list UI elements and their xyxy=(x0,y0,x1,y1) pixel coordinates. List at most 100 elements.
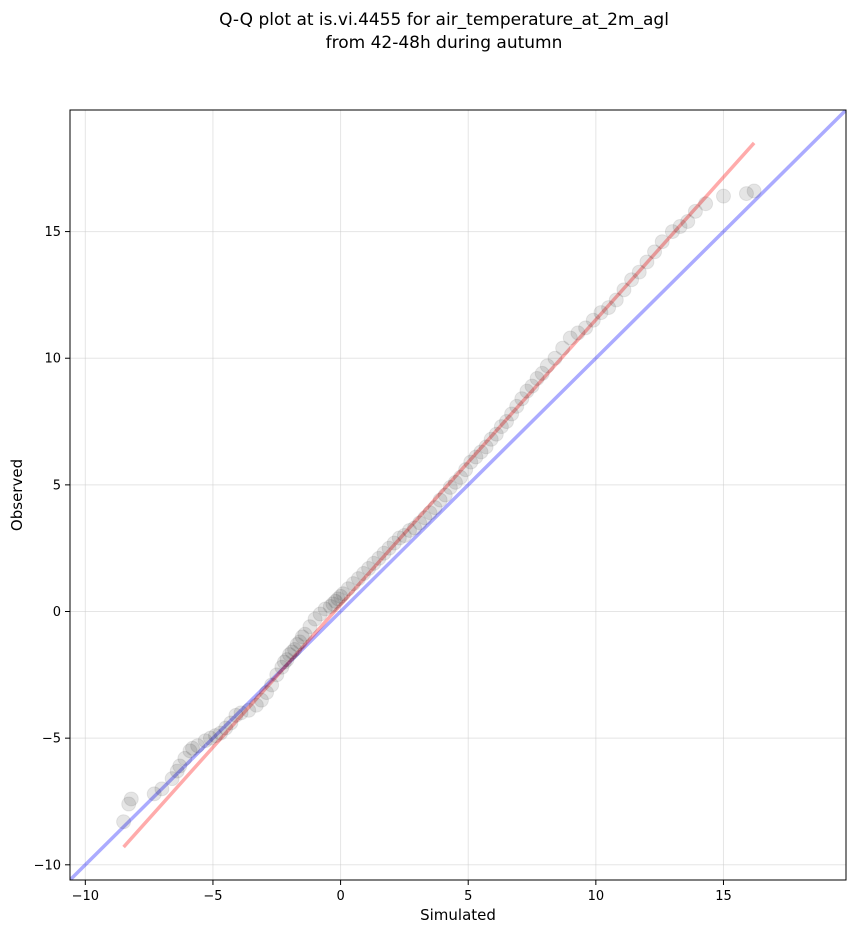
y-tick-label: 10 xyxy=(44,352,61,367)
data-point xyxy=(442,479,458,495)
data-point xyxy=(463,454,479,470)
data-point xyxy=(432,492,448,508)
data-point xyxy=(345,576,361,592)
data-point xyxy=(376,545,392,561)
data-point xyxy=(269,667,285,683)
data-point xyxy=(182,743,198,759)
data-point xyxy=(519,383,535,399)
data-point xyxy=(447,474,463,490)
data-point xyxy=(687,203,703,219)
data-point xyxy=(356,566,372,582)
data-point xyxy=(154,781,170,797)
data-point xyxy=(307,611,323,627)
data-point xyxy=(578,320,594,336)
data-point xyxy=(335,586,351,602)
data-point xyxy=(284,644,300,660)
data-point xyxy=(698,196,714,212)
y-tick-label: 0 xyxy=(53,605,61,620)
data-point xyxy=(407,520,423,536)
data-point xyxy=(672,219,688,235)
data-point xyxy=(514,391,530,407)
reference-lines xyxy=(70,110,846,880)
data-point xyxy=(282,647,298,663)
data-point xyxy=(483,431,499,447)
data-point xyxy=(248,697,264,713)
data-point xyxy=(202,730,218,746)
data-point xyxy=(146,786,162,802)
data-point xyxy=(259,685,275,701)
x-tick-label: 10 xyxy=(588,889,605,904)
data-point xyxy=(228,707,244,723)
data-point xyxy=(116,814,132,830)
data-point xyxy=(223,715,239,731)
data-point xyxy=(287,642,303,658)
data-point xyxy=(190,738,206,754)
y-tick-label: −10 xyxy=(34,858,61,873)
chart-title: Q-Q plot at is.vi.4455 for air_temperatu… xyxy=(219,10,669,30)
data-point xyxy=(493,419,509,435)
data-point xyxy=(185,740,201,756)
data-point xyxy=(333,588,349,604)
data-point xyxy=(312,606,328,622)
data-point xyxy=(274,659,290,675)
x-tick-label: 0 xyxy=(336,889,344,904)
data-point xyxy=(330,591,346,607)
data-point xyxy=(529,370,545,386)
data-point xyxy=(294,629,310,645)
data-point xyxy=(197,733,213,749)
data-point xyxy=(340,581,356,597)
data-point xyxy=(289,636,305,652)
data-point xyxy=(478,439,494,455)
data-point xyxy=(654,234,670,250)
data-point xyxy=(123,791,139,807)
data-point xyxy=(488,426,504,442)
data-point xyxy=(322,598,338,614)
data-point xyxy=(381,540,397,556)
data-point xyxy=(402,522,417,538)
data-point xyxy=(422,505,438,521)
data-point xyxy=(585,312,601,328)
y-tick-label: 5 xyxy=(53,478,61,493)
data-point xyxy=(631,264,647,280)
data-point xyxy=(680,213,696,229)
data-point xyxy=(396,528,412,544)
data-point xyxy=(499,414,514,430)
x-tick-label: −5 xyxy=(203,889,222,904)
data-point xyxy=(504,406,520,422)
data-point xyxy=(350,571,366,587)
data-point xyxy=(437,487,453,503)
data-point xyxy=(317,601,333,617)
data-point xyxy=(534,365,550,381)
data-point xyxy=(715,188,731,204)
data-point xyxy=(302,619,318,635)
data-point xyxy=(253,692,269,708)
data-point xyxy=(593,305,609,321)
y-tick-label: −5 xyxy=(42,732,61,747)
data-point xyxy=(524,378,540,394)
x-axis-ticks: −10 −5 0 5 10 15 xyxy=(72,880,732,904)
data-point xyxy=(386,535,402,551)
data-point xyxy=(608,292,624,308)
data-point xyxy=(366,555,382,571)
data-point xyxy=(264,677,280,693)
data-point xyxy=(297,626,313,642)
data-point xyxy=(539,358,555,374)
data-point xyxy=(555,340,571,356)
data-point xyxy=(458,462,474,478)
data-point xyxy=(169,763,185,779)
data-point xyxy=(639,254,655,270)
data-point xyxy=(371,550,387,566)
data-point xyxy=(412,515,428,531)
data-point xyxy=(468,449,484,465)
data-point xyxy=(616,282,632,298)
data-point xyxy=(361,560,377,576)
y-axis-ticks: −10 −5 0 5 10 15 xyxy=(34,225,70,873)
data-point xyxy=(233,705,249,721)
data-point xyxy=(570,325,586,341)
data-point xyxy=(547,350,563,366)
data-point xyxy=(241,702,257,718)
data-point xyxy=(647,244,663,260)
x-axis-label: Simulated xyxy=(420,906,496,924)
data-point xyxy=(292,634,308,650)
